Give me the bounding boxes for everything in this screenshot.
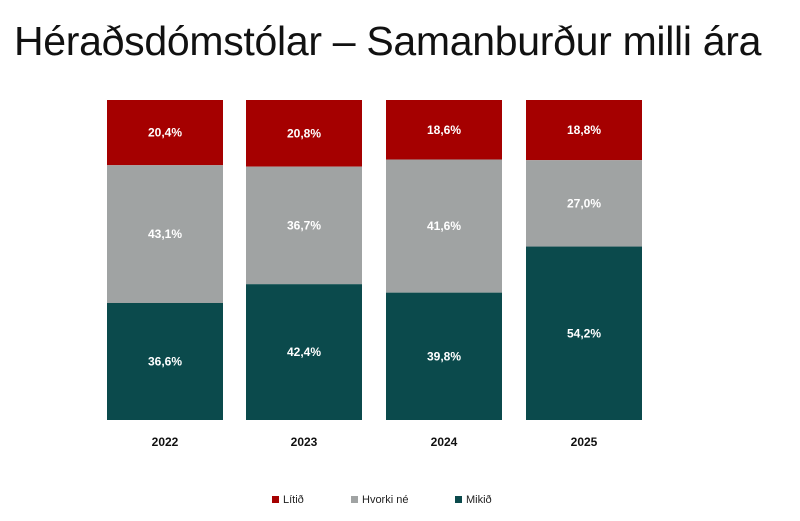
legend-swatch-mikid bbox=[455, 496, 462, 503]
bar-hvorki-ne-2022 bbox=[107, 165, 223, 303]
x-tick-label-2025: 2025 bbox=[571, 435, 598, 449]
legend-swatch-hvorki-ne bbox=[351, 496, 358, 503]
legend-label-hvorki-ne: Hvorki né bbox=[362, 494, 408, 506]
data-label-hvorki-ne-2023: 36,7% bbox=[287, 218, 321, 232]
legend-item-litid: Lítið bbox=[272, 494, 304, 506]
legend-label-litid: Lítið bbox=[283, 494, 304, 506]
legend-swatch-litid bbox=[272, 496, 279, 503]
page-title: Héraðsdómstólar – Samanburður milli ára bbox=[14, 18, 762, 64]
legend-item-hvorki-ne: Hvorki né bbox=[351, 494, 408, 506]
legend-label-mikid: Mikið bbox=[466, 494, 492, 506]
bar-litid-2022 bbox=[107, 100, 223, 166]
bar-hvorki-ne-2024 bbox=[386, 159, 502, 293]
bar-mikid-2022 bbox=[107, 302, 223, 420]
data-label-hvorki-ne-2025: 27,0% bbox=[567, 196, 601, 210]
x-tick-label-2024: 2024 bbox=[431, 435, 458, 449]
data-label-mikid-2025: 54,2% bbox=[567, 326, 601, 340]
bar-mikid-2025 bbox=[526, 246, 642, 420]
bar-litid-2025 bbox=[526, 100, 642, 161]
data-label-mikid-2023: 42,4% bbox=[287, 345, 321, 359]
data-label-litid-2022: 20,4% bbox=[148, 126, 182, 140]
bar-litid-2024 bbox=[386, 100, 502, 160]
data-label-litid-2024: 18,6% bbox=[427, 123, 461, 137]
data-label-litid-2023: 20,8% bbox=[287, 126, 321, 140]
bar-litid-2023 bbox=[246, 100, 362, 167]
x-tick-label-2022: 2022 bbox=[152, 435, 179, 449]
x-tick-label-2023: 2023 bbox=[291, 435, 318, 449]
bar-hvorki-ne-2023 bbox=[246, 166, 362, 285]
bar-mikid-2023 bbox=[246, 284, 362, 420]
data-label-mikid-2024: 39,8% bbox=[427, 349, 461, 363]
bar-mikid-2024 bbox=[386, 292, 502, 420]
data-label-litid-2025: 18,8% bbox=[567, 123, 601, 137]
bar-hvorki-ne-2025 bbox=[526, 160, 642, 247]
data-label-hvorki-ne-2022: 43,1% bbox=[148, 227, 182, 241]
data-label-hvorki-ne-2024: 41,6% bbox=[427, 219, 461, 233]
legend-item-mikid: Mikið bbox=[455, 494, 492, 506]
data-label-mikid-2022: 36,6% bbox=[148, 354, 182, 368]
